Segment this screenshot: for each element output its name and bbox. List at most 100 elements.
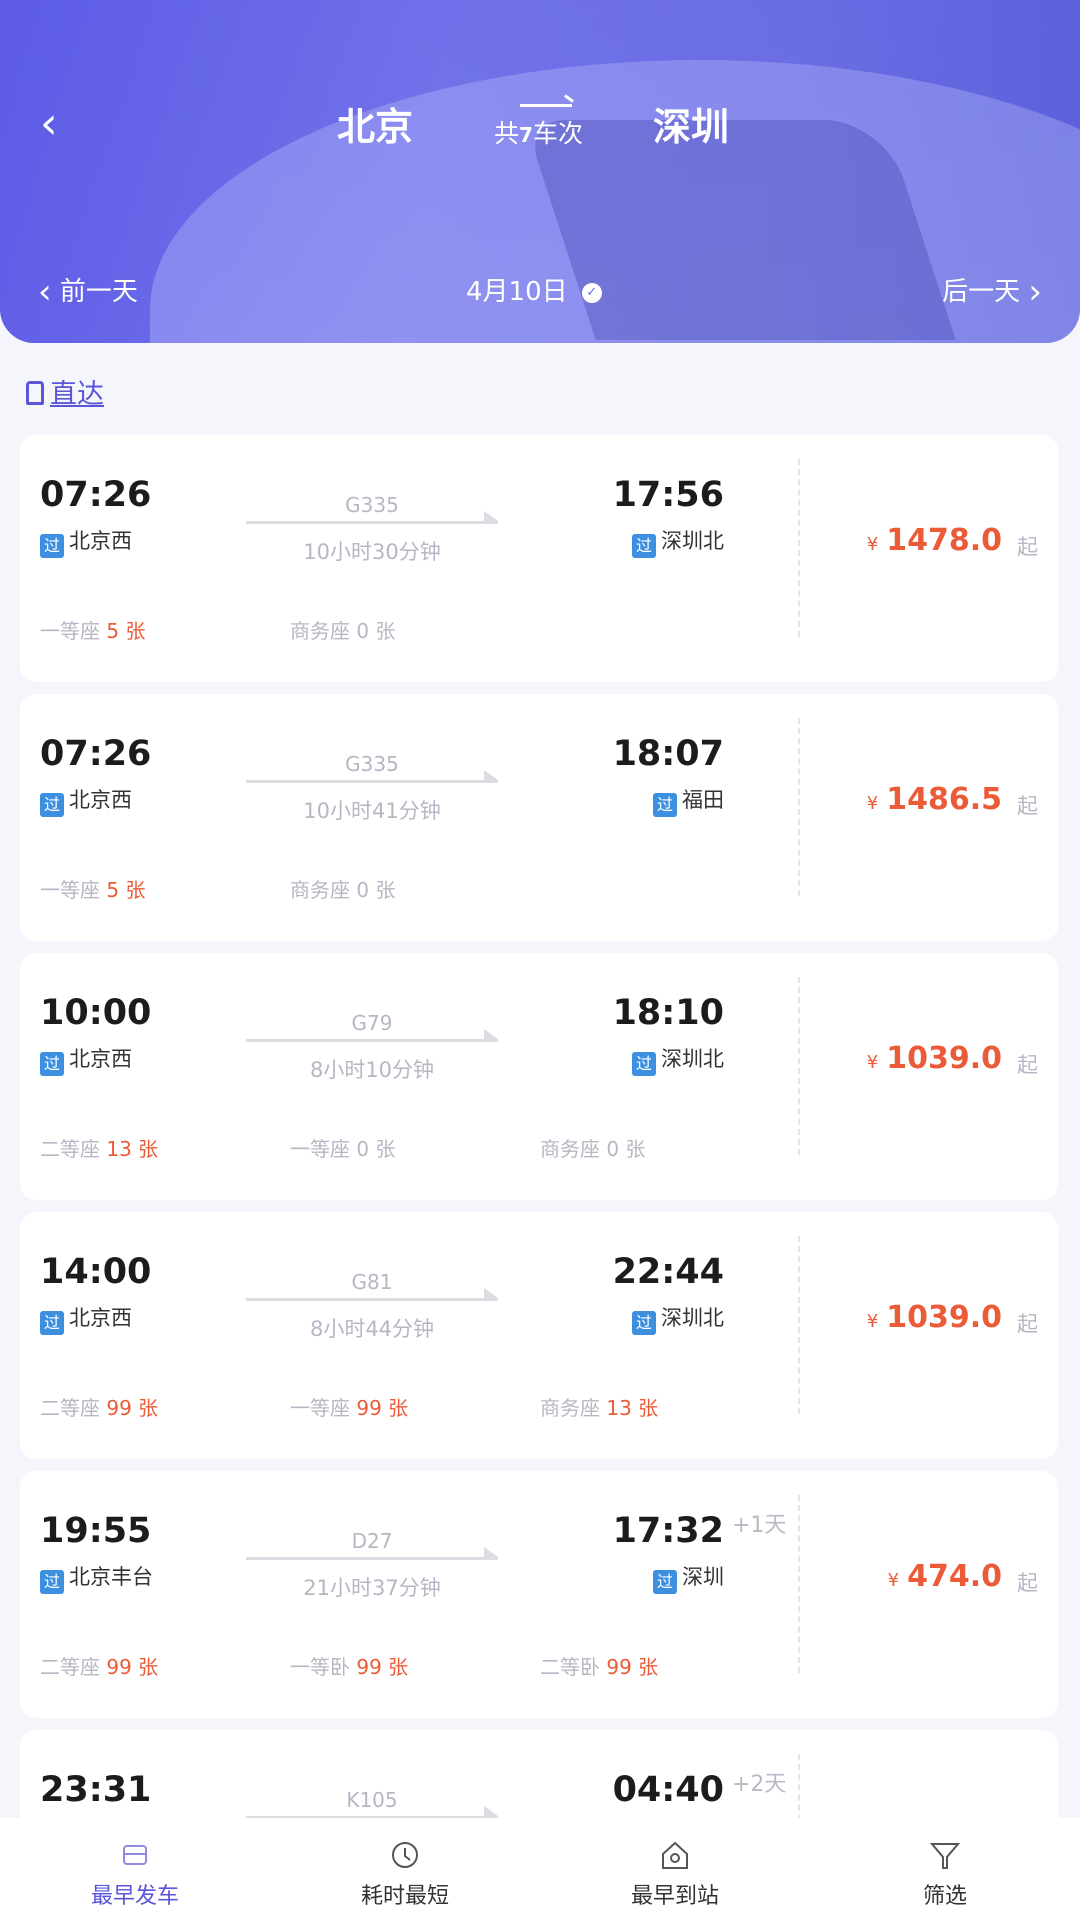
seat-availability: 商务座 0 张 [290, 615, 395, 644]
count-suffix: 车次 [532, 119, 583, 148]
train-code: G79 [351, 1011, 393, 1035]
arrival-station: 过深圳 [653, 1561, 724, 1594]
price-from-suffix: 起 [1017, 794, 1038, 818]
prev-day-button[interactable]: ‹ 前一天 [38, 271, 138, 312]
divider [798, 1236, 800, 1414]
seat-count: 0 张 [356, 878, 396, 902]
train-card[interactable]: 14:00 22:44 过北京西过深圳北 G81 8小时44分钟 ¥1039.0 起二等座 … [20, 1212, 1058, 1459]
train-code: G335 [345, 493, 399, 517]
station-name: 北京丰台 [69, 1565, 153, 1589]
seat-availability: 二等座 13 张 [40, 1133, 158, 1162]
seat-availability: 一等卧 99 张 [290, 1651, 408, 1680]
seat-availability: 一等座 5 张 [40, 615, 145, 644]
seat-count: 99 张 [106, 1655, 159, 1679]
price-value: 1039.0 [886, 1041, 1002, 1076]
direct-filter[interactable]: 直达 [26, 372, 104, 411]
seat-availability: 一等座 0 张 [290, 1133, 395, 1162]
date-picker[interactable]: 4月10日 ✓ [466, 271, 602, 308]
sort-tab[interactable]: 筛选 [810, 1818, 1080, 1920]
seat-count: 13 张 [606, 1396, 659, 1420]
train-card[interactable]: 07:26 17:56 过北京西过深圳北 G335 10小时30分钟 ¥1478.0 起一等… [20, 435, 1058, 682]
price-value: 1478.0 [886, 523, 1002, 558]
seat-type: 一等座 [290, 1137, 357, 1161]
seat-availability: 二等座 99 张 [40, 1651, 158, 1680]
arrow-right-icon [246, 511, 498, 524]
departure-station: 过北京西 [40, 1302, 132, 1335]
bottom-sort-bar: 最早发车 耗时最短 最早到站 筛选 [0, 1818, 1080, 1920]
price-from-suffix: 起 [1017, 1571, 1038, 1595]
duration: 8小时10分钟 [309, 1058, 435, 1082]
from-city: 北京 [337, 105, 414, 149]
yen-symbol: ¥ [887, 1570, 900, 1591]
seat-count: 5 张 [106, 619, 146, 643]
departure-time: 19:55 [40, 1511, 152, 1551]
via-tag: 过 [40, 534, 64, 558]
seat-count: 0 张 [606, 1137, 646, 1161]
sort-tab[interactable]: 最早发车 [0, 1818, 270, 1920]
seat-availability: 商务座 0 张 [290, 874, 395, 903]
price-value: 1486.5 [886, 782, 1002, 817]
via-tag: 过 [653, 1570, 677, 1594]
count-number: 7 [519, 123, 533, 147]
arrival-station: 过深圳北 [632, 1302, 724, 1335]
train-card[interactable]: 10:00 18:10 过北京西过深圳北 G79 8小时10分钟 ¥1039.0 起二等座 … [20, 953, 1058, 1200]
divider [798, 977, 800, 1155]
seat-type: 二等座 [40, 1655, 107, 1679]
train-code: G81 [351, 1270, 393, 1294]
price-from-suffix: 起 [1017, 1053, 1038, 1077]
seat-type: 一等卧 [290, 1655, 357, 1679]
seat-type: 二等座 [40, 1396, 107, 1420]
arrow-right-icon [246, 1288, 498, 1301]
price-from-suffix: 起 [1017, 535, 1038, 559]
station-name: 深圳北 [661, 1306, 724, 1330]
clock-icon [389, 1840, 421, 1870]
duration: 10小时30分钟 [303, 540, 441, 564]
yen-symbol: ¥ [866, 793, 879, 814]
to-city: 深圳 [653, 105, 730, 149]
plus-day: +2天 [732, 1772, 787, 1797]
next-day-button[interactable]: 后一天 › [942, 271, 1042, 312]
station-name: 深圳北 [661, 1047, 724, 1071]
divider [798, 459, 800, 637]
arrival-time: 17:32 [612, 1511, 724, 1551]
seat-count: 99 张 [106, 1396, 159, 1420]
train-count: 共7车次 [494, 114, 583, 150]
next-day-label: 后一天 [942, 277, 1021, 307]
via-tag: 过 [40, 1052, 64, 1076]
train-card[interactable]: 19:55 17:32 +1天过北京丰台过深圳 D27 21小时37分钟 ¥474.0 起二… [20, 1471, 1058, 1718]
arrow-right-icon [246, 1806, 498, 1819]
via-tag: 过 [632, 534, 656, 558]
seat-type: 一等座 [290, 1396, 357, 1420]
train-code: K105 [346, 1788, 398, 1812]
sort-tab[interactable]: 耗时最短 [270, 1818, 540, 1920]
price: ¥1486.5 [867, 782, 1002, 817]
prev-day-label: 前一天 [59, 277, 138, 307]
train-card[interactable]: 07:26 18:07 过北京西过福田 G335 10小时41分钟 ¥1486.5 起一等座… [20, 694, 1058, 941]
station-name: 北京西 [69, 1047, 132, 1071]
yen-symbol: ¥ [866, 1311, 879, 1332]
station-name: 北京西 [69, 529, 132, 553]
station-name: 北京西 [69, 788, 132, 812]
divider [798, 1495, 800, 1673]
seat-type: 商务座 [290, 619, 357, 643]
sort-tab[interactable]: 最早到站 [540, 1818, 810, 1920]
route-header: ‹ 北京 共7车次 深圳 ‹ 前一天 4月10日 ✓ 后一天 › [0, 0, 1080, 343]
chevron-left-icon: ‹ [40, 98, 58, 149]
via-tag: 过 [632, 1052, 656, 1076]
filter-icon [929, 1840, 961, 1870]
train-icon [119, 1840, 151, 1870]
seat-type: 二等卧 [540, 1655, 607, 1679]
arrival-station: 过深圳北 [632, 1043, 724, 1076]
seat-availability: 二等卧 99 张 [540, 1651, 658, 1680]
via-tag: 过 [40, 793, 64, 817]
seat-type: 商务座 [540, 1396, 607, 1420]
back-button[interactable]: ‹ [40, 100, 80, 148]
divider [798, 718, 800, 896]
chevron-down-icon: ✓ [581, 282, 602, 303]
price: ¥1039.0 [867, 1300, 1002, 1335]
train-code: D27 [351, 1529, 393, 1553]
departure-time: 07:26 [40, 475, 152, 515]
price: ¥474.0 [888, 1559, 1002, 1594]
chevron-left-icon: ‹ [38, 272, 52, 312]
arrow-right-icon [520, 104, 572, 107]
